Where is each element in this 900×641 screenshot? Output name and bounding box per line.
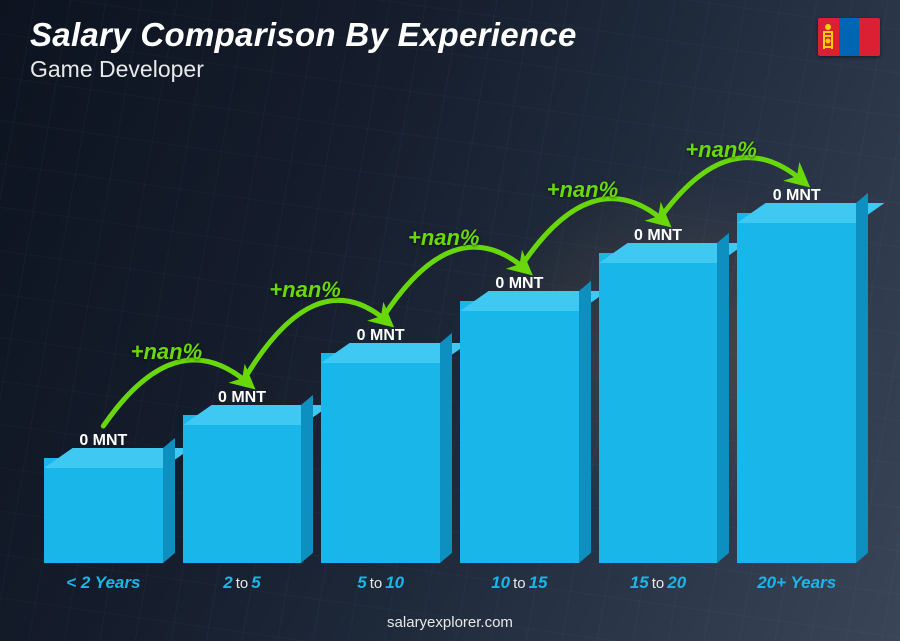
flag-stripe-mid [839, 18, 860, 56]
x-axis-label: 2to5 [223, 573, 260, 593]
x-axis-label: 15to20 [630, 573, 686, 593]
growth-arrow [44, 93, 856, 563]
flag-stripe-left [818, 18, 839, 56]
x-axis-label: 5to10 [357, 573, 404, 593]
chart-subtitle: Game Developer [30, 56, 870, 83]
flag-stripe-right [859, 18, 880, 56]
mongolia-flag-icon [818, 18, 880, 56]
bar-chart: 0 MNT< 2 Years0 MNT2to50 MNT5to100 MNT10… [44, 93, 856, 563]
footer-credit: salaryexplorer.com [0, 614, 900, 631]
growth-pct-label: +nan% [685, 137, 757, 163]
chart-title: Salary Comparison By Experience [30, 16, 870, 54]
header: Salary Comparison By Experience Game Dev… [30, 16, 870, 83]
x-axis-label: < 2 Years [66, 573, 140, 593]
x-axis-label: 20+ Years [757, 573, 836, 593]
x-axis-label: 10to15 [491, 573, 547, 593]
